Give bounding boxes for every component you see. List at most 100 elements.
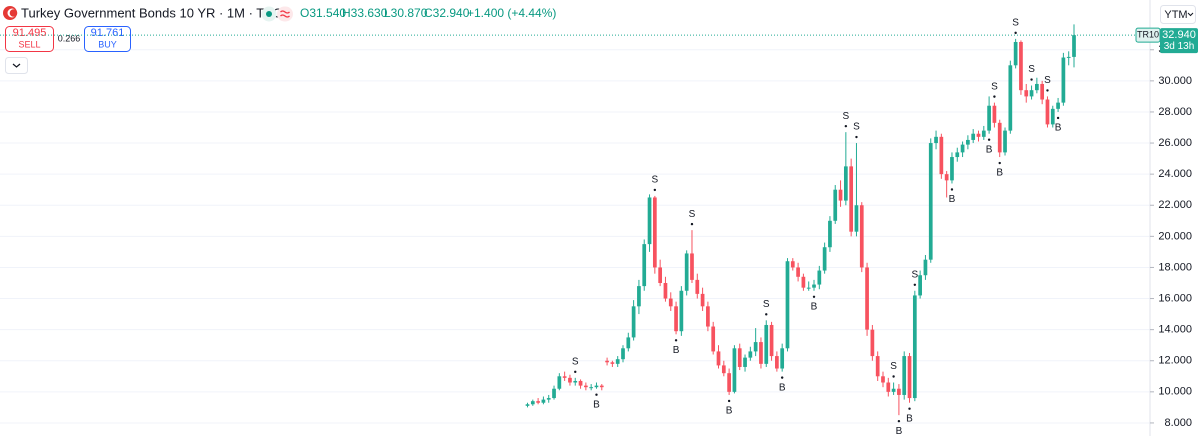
y-tick-label: 8.000 (1164, 417, 1192, 429)
candle-body (828, 220, 832, 248)
candle-body (1024, 90, 1029, 97)
candle-body (737, 348, 742, 367)
candle-body (546, 398, 551, 400)
low-value: L30.870 (384, 6, 428, 20)
candle-body (806, 287, 811, 289)
signal-dot (1046, 89, 1049, 92)
signal-dot (574, 370, 577, 374)
spread: 0.266 (58, 33, 81, 43)
candle-body (594, 385, 599, 388)
signal-dot (595, 393, 598, 396)
candle-body (843, 166, 848, 201)
signal-label: S (853, 122, 860, 133)
candle-body (610, 362, 615, 364)
candle-body (849, 166, 854, 232)
candle-body (716, 351, 721, 366)
last-price-box (1160, 28, 1198, 54)
grid (0, 49, 1150, 424)
candle-body (721, 365, 726, 374)
candle-body (886, 382, 891, 392)
candle-body (727, 373, 731, 392)
signal-label: S (572, 356, 579, 367)
axis-unit-caret (1187, 12, 1194, 17)
candle-body (960, 144, 965, 153)
signal-label: B (949, 194, 956, 205)
candle-body (987, 105, 991, 131)
candle-body (918, 275, 922, 296)
candle-body (753, 342, 758, 352)
signal-dot (950, 188, 954, 191)
y-tick-label: 20.000 (1158, 230, 1192, 242)
symbol-tag-label: TR10 (1137, 30, 1159, 40)
candle-body (812, 284, 816, 288)
candle-body (557, 376, 562, 389)
signal-label: S (843, 111, 850, 122)
candle-body (912, 295, 917, 399)
candle-body (944, 174, 949, 181)
high-value: H33.630 (342, 6, 388, 20)
candle-body (536, 401, 540, 403)
signal-label: B (986, 144, 993, 155)
signal-label: S (890, 361, 897, 372)
candle-body (637, 286, 641, 307)
candle-body (928, 143, 933, 260)
delay-badge[interactable] (277, 6, 293, 22)
last-price-label: 32.940 (1162, 29, 1196, 41)
y-tick-label: 24.000 (1158, 168, 1192, 180)
candle-body (997, 122, 1002, 153)
candle-body (1072, 35, 1076, 57)
buy-button[interactable] (84, 26, 131, 52)
candle-body (626, 337, 631, 349)
candle-body (621, 348, 625, 360)
candle-body (865, 267, 869, 330)
signal-dot (844, 124, 848, 128)
candle-body (663, 282, 668, 299)
candle-body (1040, 83, 1045, 100)
signal-dot (765, 313, 768, 316)
candle-body (690, 253, 694, 280)
candle-body (615, 359, 620, 364)
axis-unit-button[interactable] (1160, 5, 1196, 24)
signal-label: S (689, 209, 696, 220)
candle-body (981, 130, 986, 137)
y-tick-label: 22.000 (1158, 199, 1192, 211)
signal-dot (690, 222, 694, 226)
candle-body (838, 189, 843, 201)
candle-body (589, 387, 594, 389)
candle-body (573, 380, 578, 383)
candle-body (859, 205, 864, 268)
candle-body (1056, 102, 1060, 109)
candle-body (801, 276, 806, 288)
signal-dot (908, 407, 911, 410)
candle-body (907, 356, 912, 399)
candle-body (950, 157, 954, 181)
open-value: O31.540 (300, 6, 346, 20)
candle-body (748, 351, 753, 358)
candle-body (668, 298, 673, 307)
candle-body (525, 404, 530, 406)
candle-body (817, 270, 822, 285)
y-tick-label: 12.000 (1158, 355, 1192, 367)
collapse-button[interactable] (5, 57, 28, 74)
candle-body (897, 388, 901, 395)
candle-body (759, 342, 763, 364)
y-tick-label: 16.000 (1158, 292, 1192, 304)
signal-label: B (906, 413, 913, 424)
signal-dot (727, 399, 731, 403)
candle-body (631, 306, 636, 338)
candle-body (769, 324, 774, 357)
candle-body (923, 259, 928, 276)
candle-body (599, 385, 604, 388)
candle-body (870, 329, 875, 357)
sell-label: SELL (18, 39, 40, 49)
candle-body (881, 376, 885, 383)
sell-button[interactable] (5, 26, 54, 52)
candle-body (530, 401, 535, 405)
y-tick-label: 30.000 (1158, 75, 1192, 87)
candle-body (684, 253, 689, 291)
signal-dot (855, 135, 858, 139)
buy-label: BUY (98, 39, 117, 49)
